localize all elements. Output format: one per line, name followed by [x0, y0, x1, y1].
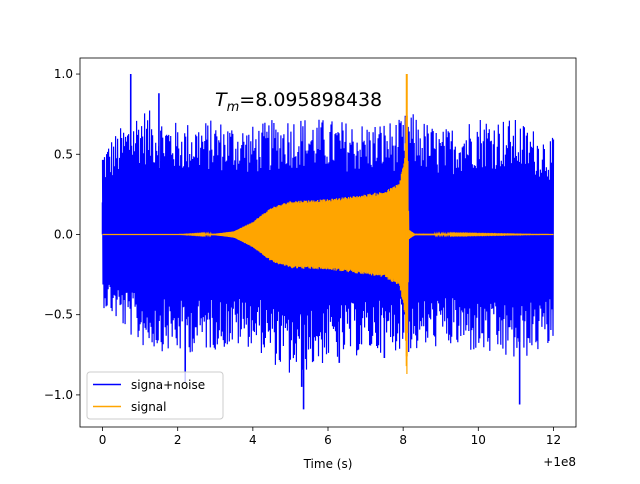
x-tick-label: 2	[174, 433, 182, 447]
y-tick-label: 0.0	[54, 227, 73, 241]
x-tick-label: 0	[99, 433, 107, 447]
x-tick-label: 10	[471, 433, 486, 447]
x-offset-label: +1e8	[543, 455, 576, 469]
y-tick-label: 0.5	[54, 147, 73, 161]
x-tick-label: 6	[324, 433, 332, 447]
axis-ticks: 0 2 4 6 8 10 12 −1.0 −0.5 0.0 0.5 1.0	[44, 67, 561, 447]
plot-data	[101, 74, 555, 410]
x-tick-label: 12	[546, 433, 561, 447]
y-tick-label: −0.5	[44, 308, 73, 322]
legend-label-signal: signal	[131, 400, 167, 414]
legend-label-signal-noise: signa+noise	[131, 378, 205, 392]
y-tick-label: 1.0	[54, 67, 73, 81]
chart-annotation: Tm=8.095898438	[215, 89, 382, 115]
x-axis-label: Time (s)	[303, 457, 353, 471]
series-line-signal	[102, 86, 554, 375]
legend: signa+noise signal	[86, 371, 224, 420]
series-signal	[102, 74, 554, 375]
y-tick-label: −1.0	[44, 388, 73, 402]
x-tick-label: 4	[249, 433, 257, 447]
x-tick-label: 8	[399, 433, 407, 447]
series-line-signal-noise	[101, 110, 555, 373]
